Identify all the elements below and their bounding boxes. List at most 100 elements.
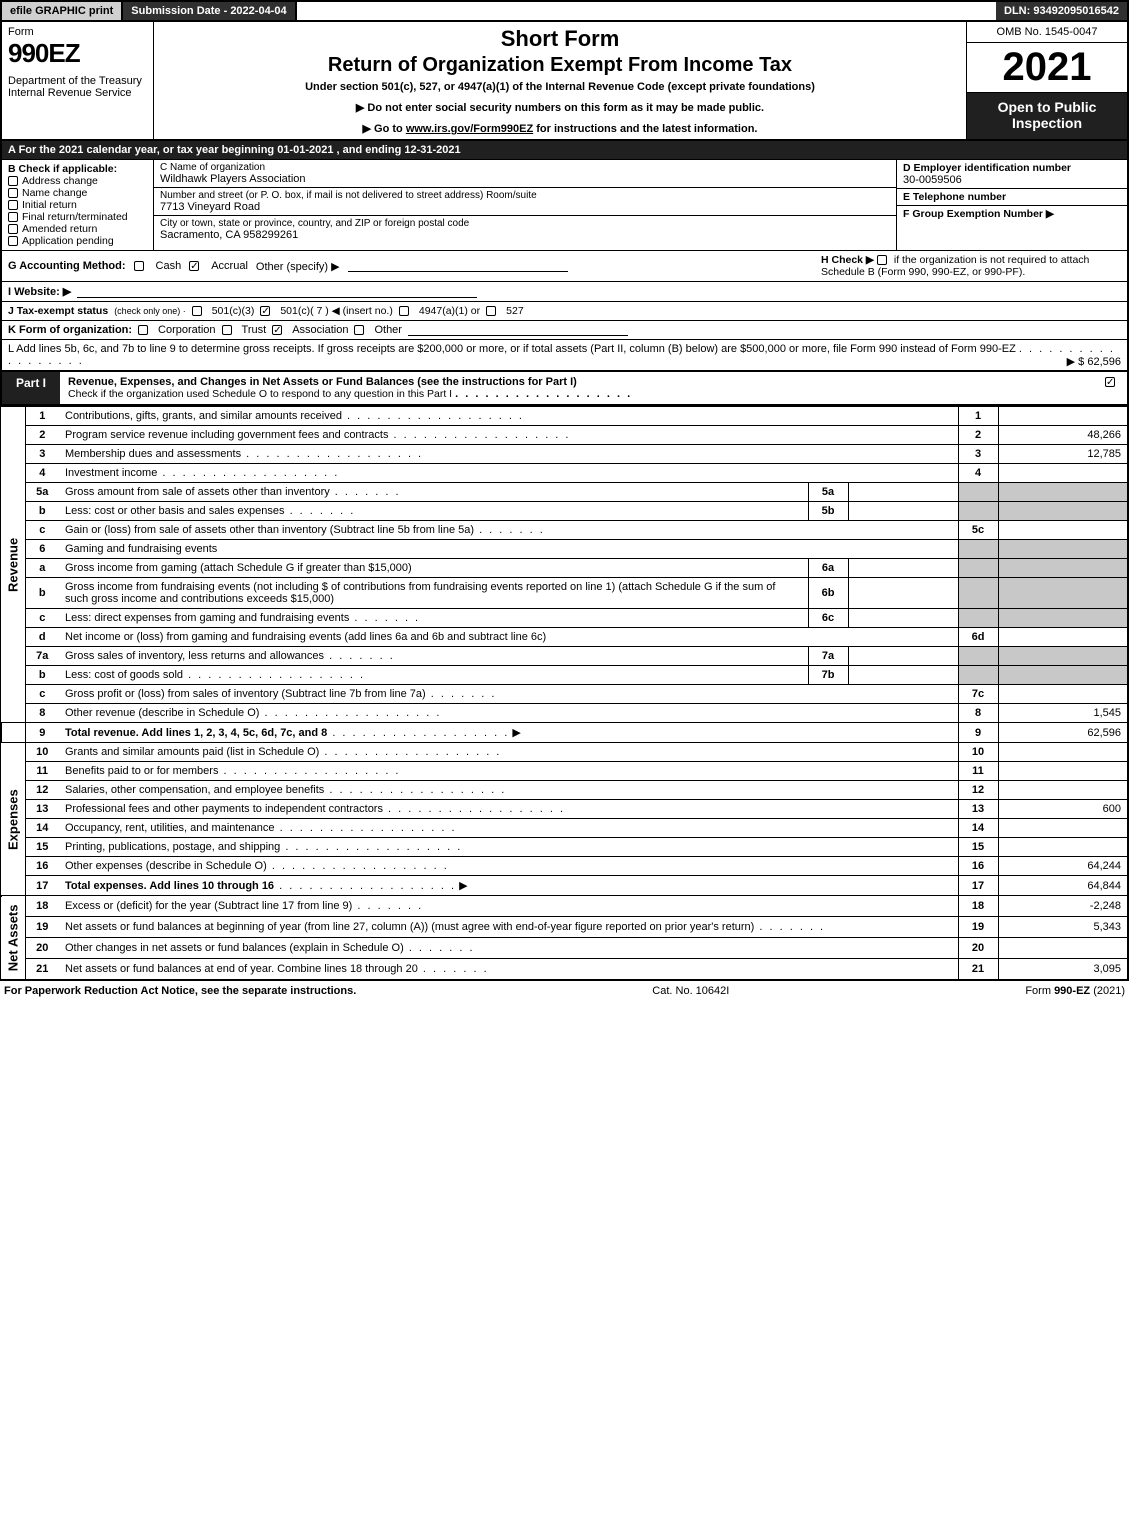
line-5b-amt-shaded [998, 502, 1128, 521]
line-15-ref: 15 [958, 838, 998, 857]
line-10-desc: Grants and similar amounts paid (list in… [65, 746, 501, 758]
checkbox-corporation[interactable] [138, 325, 148, 335]
checkbox-527[interactable] [486, 306, 496, 316]
checkbox-other-org[interactable] [354, 325, 364, 335]
website-input[interactable] [77, 286, 477, 298]
line-9-ref: 9 [958, 723, 998, 743]
form-header: Form 990EZ Department of the Treasury In… [0, 22, 1129, 141]
line-19-desc: Net assets or fund balances at beginning… [65, 921, 754, 933]
line-5a-mini-val [848, 483, 958, 502]
footer-center: Cat. No. 10642I [652, 985, 729, 997]
checkbox-trust[interactable] [222, 325, 232, 335]
line-21-num: 21 [25, 958, 59, 980]
e-label: E Telephone number [903, 191, 1121, 203]
other-org-input[interactable] [408, 324, 628, 336]
line-21-ref: 21 [958, 958, 998, 980]
line-9-amt: 62,596 [998, 723, 1128, 743]
line-6-ref-shaded [958, 540, 998, 559]
line-1-amt [998, 407, 1128, 426]
line-21-amt: 3,095 [998, 958, 1128, 980]
line-7a-mini-val [848, 647, 958, 666]
line-17-amt: 64,844 [998, 876, 1128, 896]
part-i-title-text: Revenue, Expenses, and Changes in Net As… [68, 376, 577, 388]
section-def: D Employer identification number 30-0059… [897, 160, 1127, 250]
check-if-applicable: Check if applicable: [19, 163, 118, 175]
row-l: L Add lines 5b, 6c, and 7b to line 9 to … [0, 340, 1129, 371]
line-6c-desc: Less: direct expenses from gaming and fu… [65, 612, 420, 624]
checkbox-address-change[interactable] [8, 176, 18, 186]
return-title: Return of Organization Exempt From Incom… [164, 54, 956, 77]
checkbox-accrual[interactable] [189, 261, 199, 271]
instr2-pre: ▶ Go to [363, 123, 406, 135]
checkbox-name-change[interactable] [8, 188, 18, 198]
label-amended-return: Amended return [22, 223, 97, 235]
row-g-h: G Accounting Method: Cash Accrual Other … [0, 251, 1129, 282]
j-sub: (check only one) · [114, 306, 186, 316]
line-16-ref: 16 [958, 857, 998, 876]
footer-right: Form 990-EZ (2021) [1025, 985, 1125, 997]
row-j: J Tax-exempt status (check only one) · 5… [0, 302, 1129, 321]
dept-treasury: Department of the Treasury Internal Reve… [8, 75, 147, 99]
line-9-num: 9 [25, 723, 59, 743]
checkbox-application-pending[interactable] [8, 236, 18, 246]
checkbox-schedule-o[interactable] [1105, 377, 1115, 387]
line-2-num: 2 [25, 426, 59, 445]
checkbox-amended-return[interactable] [8, 224, 18, 234]
checkbox-cash[interactable] [134, 261, 144, 271]
line-19-num: 19 [25, 916, 59, 937]
org-name: Wildhawk Players Association [160, 173, 890, 185]
line-6b-mini: 6b [808, 578, 848, 609]
part-i-dots [455, 388, 632, 400]
line-6a-mini-val [848, 559, 958, 578]
line-12-ref: 12 [958, 781, 998, 800]
line-17-num: 17 [25, 876, 59, 896]
line-16-num: 16 [25, 857, 59, 876]
line-20-num: 20 [25, 937, 59, 958]
line-2-amt: 48,266 [998, 426, 1128, 445]
footer-right-pre: Form [1025, 985, 1054, 997]
checkbox-association[interactable] [272, 325, 282, 335]
l-text: L Add lines 5b, 6c, and 7b to line 9 to … [8, 343, 1016, 355]
other-specify-input[interactable] [348, 260, 568, 272]
line-5a-amt-shaded [998, 483, 1128, 502]
line-6-num: 6 [25, 540, 59, 559]
line-14-desc: Occupancy, rent, utilities, and maintena… [65, 822, 457, 834]
checkbox-final-return[interactable] [8, 212, 18, 222]
form-label: Form [8, 26, 147, 38]
line-7a-desc: Gross sales of inventory, less returns a… [65, 650, 395, 662]
line-2-desc: Program service revenue including govern… [65, 429, 570, 441]
label-cash: Cash [156, 260, 182, 272]
org-address: 7713 Vineyard Road [160, 201, 890, 213]
line-7b-mini: 7b [808, 666, 848, 685]
line-5c-num: c [25, 521, 59, 540]
line-6a-num: a [25, 559, 59, 578]
l-amount: ▶ $ 62,596 [1067, 355, 1121, 368]
label-application-pending: Application pending [22, 235, 114, 247]
checkbox-h[interactable] [877, 255, 887, 265]
omb-number: OMB No. 1545-0047 [967, 22, 1127, 43]
line-7a-num: 7a [25, 647, 59, 666]
line-11-num: 11 [25, 762, 59, 781]
header-subtitle: Under section 501(c), 527, or 4947(a)(1)… [164, 81, 956, 93]
label-initial-return: Initial return [22, 199, 77, 211]
checkbox-501c3[interactable] [192, 306, 202, 316]
line-7b-mini-val [848, 666, 958, 685]
checkbox-initial-return[interactable] [8, 200, 18, 210]
line-5c-amt [998, 521, 1128, 540]
line-6c-ref-shaded [958, 609, 998, 628]
line-17-ref: 17 [958, 876, 998, 896]
instr-goto: ▶ Go to www.irs.gov/Form990EZ for instru… [164, 122, 956, 135]
line-7b-desc: Less: cost of goods sold [65, 669, 365, 681]
line-10-ref: 10 [958, 743, 998, 762]
footer-right-bold: 990-EZ [1054, 985, 1090, 997]
line-6d-amt [998, 628, 1128, 647]
line-18-ref: 18 [958, 896, 998, 917]
checkbox-4947[interactable] [399, 306, 409, 316]
block-bcdef: B Check if applicable: Address change Na… [0, 160, 1129, 251]
line-6b-ref-shaded [958, 578, 998, 609]
side-blank-9 [1, 723, 25, 743]
checkbox-501c[interactable] [260, 306, 270, 316]
efile-print[interactable]: efile GRAPHIC print [2, 2, 123, 20]
part-i-table: Revenue 1 Contributions, gifts, grants, … [0, 406, 1129, 981]
irs-link[interactable]: www.irs.gov/Form990EZ [406, 123, 533, 135]
